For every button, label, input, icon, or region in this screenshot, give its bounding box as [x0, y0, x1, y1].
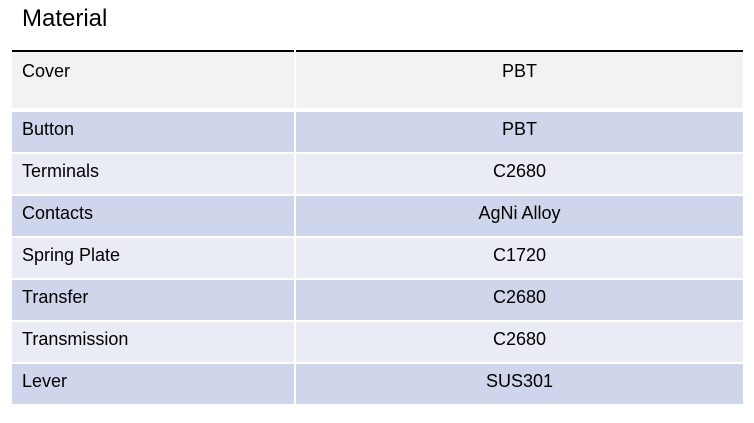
material-cell: C2680 [295, 153, 743, 196]
table-row: Terminals C2680 [12, 153, 743, 196]
material-cell: PBT [295, 110, 743, 154]
part-cell: Transfer [12, 279, 296, 322]
table-row: Lever SUS301 [12, 363, 743, 406]
table-row: Transfer C2680 [12, 279, 743, 322]
part-cell: Transmission [12, 321, 296, 364]
part-cell: Contacts [12, 195, 296, 238]
table-row: Contacts AgNi Alloy [12, 195, 743, 238]
material-cell: C2680 [295, 321, 743, 364]
part-cell: Terminals [12, 153, 296, 196]
table-row: Transmission C2680 [12, 321, 743, 364]
part-cell: Lever [12, 363, 296, 406]
table-row: Spring Plate C1720 [12, 237, 743, 280]
material-cell: C1720 [295, 237, 743, 280]
table-row: Button PBT [12, 110, 743, 154]
material-cell: PBT [295, 51, 743, 112]
material-table: Cover PBT Button PBT Terminals C2680 Contac… [12, 50, 743, 406]
table-row: Cover PBT [12, 51, 743, 112]
part-cell: Cover [12, 51, 296, 112]
part-cell: Button [12, 110, 296, 154]
material-cell: AgNi Alloy [295, 195, 743, 238]
part-cell: Spring Plate [12, 237, 296, 280]
material-cell: C2680 [295, 279, 743, 322]
page-title: Material [22, 5, 108, 32]
material-cell: SUS301 [295, 363, 743, 406]
